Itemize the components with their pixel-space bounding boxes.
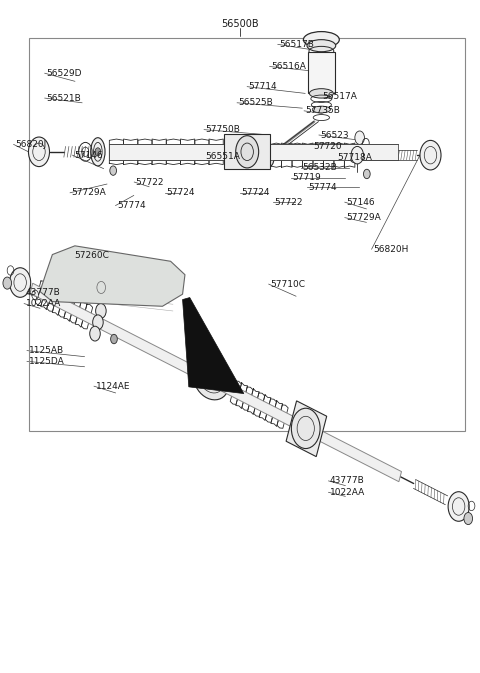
Circle shape [236, 136, 259, 168]
Circle shape [93, 315, 103, 330]
Circle shape [448, 492, 469, 522]
Circle shape [90, 326, 100, 341]
Text: 56529D: 56529D [46, 69, 82, 77]
Text: 56523: 56523 [321, 131, 349, 139]
Text: 57774: 57774 [117, 201, 145, 210]
Text: 56532B: 56532B [302, 164, 337, 172]
Text: 57724: 57724 [241, 188, 270, 197]
Text: 57710C: 57710C [270, 279, 305, 289]
Text: 1022AA: 1022AA [330, 488, 365, 497]
Text: 1125DA: 1125DA [28, 357, 64, 366]
Polygon shape [193, 361, 229, 400]
Circle shape [420, 141, 441, 170]
Text: 56525B: 56525B [239, 98, 273, 107]
Ellipse shape [312, 106, 330, 113]
Text: 1022AA: 1022AA [25, 299, 61, 308]
Text: 56521B: 56521B [46, 94, 81, 102]
Bar [308, 52, 335, 94]
Circle shape [291, 409, 320, 448]
Circle shape [110, 334, 117, 344]
Text: 56820H: 56820H [373, 245, 408, 254]
Text: 57714: 57714 [249, 82, 277, 91]
Text: 57724: 57724 [167, 188, 195, 197]
Circle shape [351, 147, 363, 164]
Polygon shape [286, 401, 327, 456]
Ellipse shape [307, 40, 336, 52]
Circle shape [96, 304, 106, 318]
Circle shape [95, 148, 101, 156]
Ellipse shape [303, 32, 339, 48]
Polygon shape [30, 283, 401, 482]
Circle shape [110, 166, 117, 175]
Text: 1125AB: 1125AB [28, 346, 63, 355]
Text: 43777B: 43777B [25, 288, 60, 297]
Text: 57146: 57146 [74, 151, 103, 160]
Circle shape [355, 131, 364, 145]
Circle shape [3, 277, 12, 289]
Text: 57260C: 57260C [74, 252, 109, 260]
Text: 57774: 57774 [309, 183, 337, 192]
Text: 56516A: 56516A [271, 62, 306, 71]
Polygon shape [109, 144, 398, 160]
Text: 56820J: 56820J [15, 140, 46, 149]
Text: 57722: 57722 [136, 178, 164, 186]
Text: 56500B: 56500B [221, 20, 259, 29]
Text: 57719: 57719 [293, 174, 322, 182]
Text: 57146: 57146 [346, 198, 375, 207]
Polygon shape [182, 297, 244, 394]
Text: 57718A: 57718A [337, 153, 372, 162]
Text: 1124AE: 1124AE [96, 382, 130, 391]
Ellipse shape [91, 138, 105, 166]
Text: 56517A: 56517A [323, 92, 357, 100]
Circle shape [10, 268, 31, 297]
Ellipse shape [352, 147, 364, 153]
Text: 56551A: 56551A [205, 152, 240, 161]
Text: 56517B: 56517B [279, 40, 314, 49]
Text: 57729A: 57729A [72, 188, 106, 197]
Text: 57735B: 57735B [306, 106, 340, 115]
Text: 43777B: 43777B [330, 476, 365, 485]
Text: 57750B: 57750B [205, 125, 240, 134]
Circle shape [363, 170, 370, 178]
Polygon shape [40, 246, 185, 306]
Text: 57722: 57722 [274, 198, 302, 207]
Ellipse shape [310, 89, 333, 98]
Text: 57729A: 57729A [346, 213, 381, 222]
Circle shape [262, 150, 274, 168]
Text: 57720: 57720 [313, 142, 342, 151]
Bar [29, 38, 465, 431]
Polygon shape [224, 135, 270, 170]
Circle shape [28, 137, 49, 167]
Circle shape [464, 513, 472, 524]
